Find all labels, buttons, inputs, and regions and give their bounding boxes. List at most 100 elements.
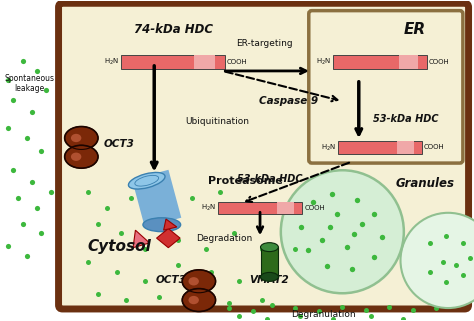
Ellipse shape (64, 145, 98, 168)
Point (442, 233, 450, 238)
Text: 53-kDa HDC: 53-kDa HDC (237, 174, 302, 184)
Polygon shape (156, 229, 180, 248)
Ellipse shape (261, 273, 278, 282)
Text: Ubiquitination: Ubiquitination (185, 117, 249, 126)
Text: OCT3: OCT3 (155, 274, 186, 284)
Polygon shape (164, 219, 177, 230)
Point (122, 298, 130, 303)
Point (174, 237, 182, 242)
Ellipse shape (71, 134, 82, 142)
Text: OCT3: OCT3 (103, 139, 135, 149)
Point (354, 197, 361, 203)
Point (315, 309, 323, 314)
Point (268, 302, 275, 308)
Point (439, 260, 447, 265)
Point (292, 247, 299, 252)
Polygon shape (133, 230, 149, 248)
Point (118, 231, 125, 236)
Point (427, 270, 434, 275)
FancyBboxPatch shape (309, 11, 463, 163)
Point (174, 263, 182, 268)
Point (385, 304, 393, 309)
Point (370, 254, 378, 259)
Text: 74-kDa HDC: 74-kDa HDC (134, 23, 212, 36)
Point (33, 68, 40, 74)
Point (235, 279, 243, 284)
Point (466, 256, 474, 261)
Point (14, 196, 22, 201)
Text: ER-targeting: ER-targeting (237, 39, 293, 48)
Point (42, 88, 50, 93)
Point (452, 263, 460, 268)
Point (23, 135, 31, 140)
Point (5, 126, 12, 131)
Point (328, 192, 336, 197)
Point (350, 231, 358, 236)
Point (103, 205, 111, 211)
Point (207, 269, 214, 274)
Text: Proteasome: Proteasome (208, 176, 283, 186)
Point (28, 180, 36, 185)
Point (367, 314, 374, 319)
Point (297, 224, 304, 230)
Point (37, 231, 45, 236)
Point (334, 211, 341, 216)
Point (358, 221, 366, 226)
Bar (132, 170, 181, 228)
Point (296, 314, 304, 319)
Text: COOH: COOH (227, 59, 248, 65)
FancyBboxPatch shape (59, 3, 469, 309)
Point (5, 244, 12, 249)
Point (141, 279, 149, 284)
Point (155, 294, 163, 299)
Point (459, 273, 467, 278)
Point (84, 259, 92, 265)
Point (348, 267, 356, 272)
Point (188, 196, 196, 201)
Bar (399, 55, 418, 69)
Text: Spontaneous
leakage: Spontaneous leakage (5, 74, 55, 93)
Point (155, 189, 163, 195)
Ellipse shape (71, 152, 82, 161)
Point (329, 316, 337, 321)
Point (141, 247, 149, 252)
Text: COOH: COOH (424, 144, 445, 151)
Point (292, 306, 299, 311)
Point (127, 196, 135, 201)
Point (5, 78, 12, 83)
Text: Caspase 9: Caspase 9 (259, 96, 318, 106)
Bar (194, 55, 215, 69)
Bar (277, 202, 294, 214)
Ellipse shape (189, 296, 199, 304)
Point (19, 59, 27, 64)
Point (235, 314, 243, 319)
Point (94, 221, 101, 226)
Circle shape (281, 170, 404, 293)
Point (362, 307, 370, 312)
Bar (121, 55, 225, 69)
Point (28, 110, 36, 115)
Bar (333, 55, 427, 69)
Point (84, 189, 92, 195)
Point (433, 306, 440, 311)
Bar (338, 141, 422, 154)
Point (327, 224, 334, 230)
Point (409, 307, 417, 312)
Point (400, 316, 407, 321)
Point (263, 263, 271, 268)
Point (370, 211, 378, 216)
Text: VMAT2: VMAT2 (250, 274, 289, 284)
Point (216, 189, 224, 195)
Ellipse shape (182, 270, 216, 293)
Text: ER: ER (404, 22, 426, 37)
Text: H$_2$N: H$_2$N (320, 142, 336, 152)
Ellipse shape (261, 243, 278, 252)
Point (344, 244, 351, 249)
Text: H$_2$N: H$_2$N (104, 57, 119, 67)
Point (442, 280, 450, 285)
Point (378, 234, 386, 239)
Text: H$_2$N: H$_2$N (316, 57, 331, 67)
Text: COOH: COOH (429, 59, 450, 65)
Ellipse shape (182, 289, 216, 311)
Text: Granules: Granules (395, 178, 454, 190)
